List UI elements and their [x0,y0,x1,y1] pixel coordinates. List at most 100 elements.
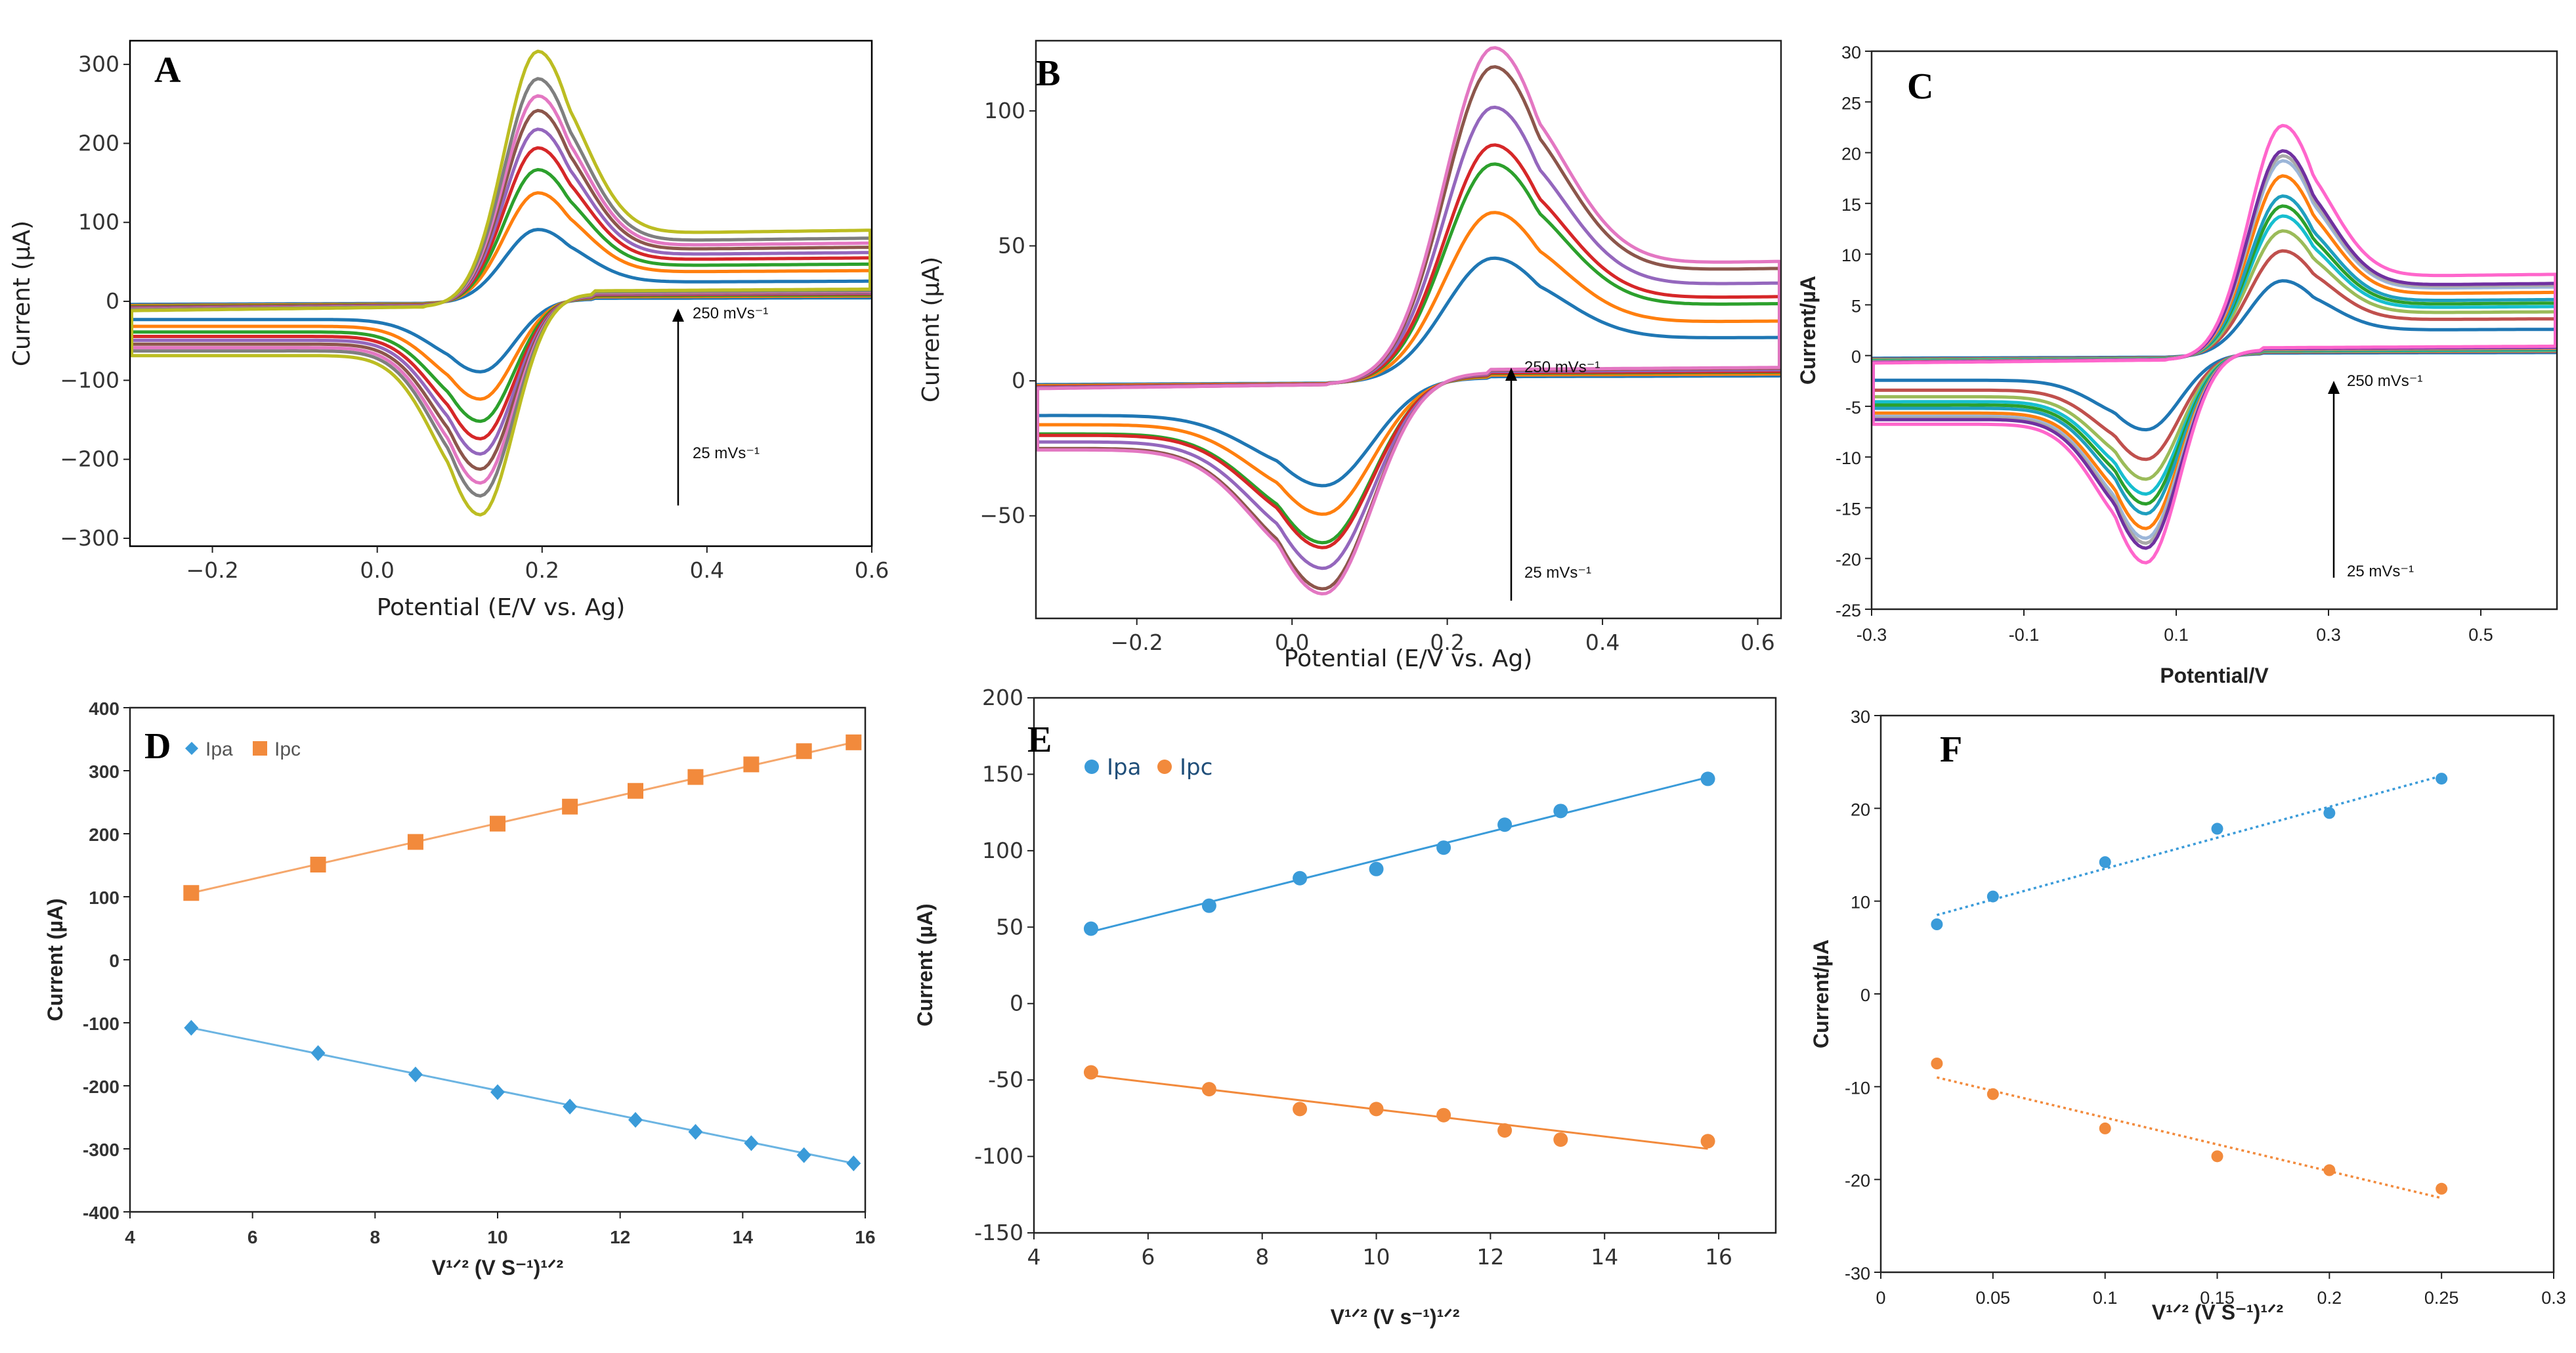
y-tick-label: 50 [998,233,1025,259]
x-tick-label: −0.2 [186,557,238,583]
x-tick-label: 16 [855,1227,875,1247]
y-axis-label: Current (µA) [43,898,67,1021]
y-tick-label: 200 [78,130,119,156]
arrow-head-icon [2328,381,2340,394]
data-point-ipa [2323,807,2336,819]
cv-curve [1872,214,2557,496]
x-tick-label: 0.2 [2317,1288,2342,1308]
data-point-ipc [407,834,423,850]
data-point-ipa [408,1066,423,1083]
cv-curve [1872,229,2557,481]
x-tick-label: 0.6 [1740,630,1774,655]
y-tick-label: -50 [988,1067,1023,1092]
arrow-head-icon [1505,368,1517,381]
data-point-ipa [1436,840,1451,855]
legend-marker-ipa [185,742,198,755]
x-tick-label: 10 [487,1227,507,1247]
legend-label-ipa: Ipa [1107,754,1141,781]
x-axis-label: V¹ᐟ² (V S⁻¹)¹ᐟ² [2152,1300,2283,1324]
data-point-ipa [1369,861,1384,876]
legend-label-ipa: Ipa [205,739,233,760]
legend-marker-ipa [1084,760,1099,774]
y-axis-label: Current/µA [1796,276,1820,385]
data-point-ipc [1931,1058,1943,1069]
data-point-ipa [184,1020,199,1036]
data-point-ipc [183,885,200,901]
y-axis-label: Current (µA) [9,221,35,366]
plot-frame [129,706,867,1213]
y-tick-label: -10 [1835,448,1861,468]
plot-frame [129,39,873,548]
annotation-top: 250 mVs⁻¹ [1524,358,1600,376]
x-tick-label: 0.4 [1585,630,1620,655]
legend-label-ipc: Ipc [1180,754,1213,781]
cv-curve [1872,204,2557,506]
y-tick-label: −100 [60,367,119,393]
annotation-bottom: 25 mVs⁻¹ [1524,564,1591,582]
plot-frame [1033,697,1777,1234]
y-tick-label: 10 [1841,246,1861,265]
x-axis-label: Potential (E/V vs. Ag) [377,594,626,621]
cv-curve [1872,249,2557,462]
data-point-ipa [2436,773,2448,785]
y-tick-label: 15 [1841,195,1861,215]
x-tick-label: 14 [733,1227,754,1247]
y-tick-label: 0 [106,288,119,314]
cv-curve [130,49,872,517]
y-tick-label: 0 [1012,368,1025,393]
annotation-top: 250 mVs⁻¹ [2347,372,2422,390]
x-axis-label: V¹ᐟ² (V s⁻¹)¹ᐟ² [1331,1305,1460,1329]
x-tick-label: 0.0 [1275,630,1309,655]
x-tick-label: 0.25 [2424,1288,2459,1308]
chart-panel-f: 0 0.05 0.1 0.15 0.2 0.25 0.3 -30 -20 -10 0 10 20 30 V¹… [1809,707,2566,1324]
data-point-ipc [628,783,643,799]
y-tick-label: 20 [1851,800,1870,819]
x-tick-label: 0 [1876,1288,1885,1308]
x-tick-label: 14 [1591,1244,1618,1270]
y-tick-label: -10 [1845,1078,1870,1098]
y-tick-label: -300 [83,1140,119,1160]
x-tick-label: 10 [1363,1244,1390,1270]
x-tick-label: -0.3 [1857,625,1887,645]
x-tick-label: -0.1 [2009,625,2040,645]
y-tick-label: -20 [1845,1171,1870,1191]
y-axis-label: Current (µA) [918,257,945,402]
x-tick-label: 0.2 [1430,630,1464,655]
data-point-ipc [1369,1102,1384,1117]
y-tick-label: 0 [1010,991,1023,1016]
x-axis-label: V¹ᐟ² (V S⁻¹)¹ᐟ² [432,1256,563,1279]
y-tick-label: 200 [982,685,1023,710]
plot-frame [1870,50,2558,611]
x-tick-label: 0.6 [855,557,889,583]
y-tick-label: -20 [1835,550,1861,570]
y-tick-label: 200 [89,825,119,845]
data-point-ipa [1497,817,1513,832]
chart-panel-a: 250 mVs⁻¹ 25 mVs⁻¹ −0.2 0.0 0.2 0.4 0.6 −300 −20… [9,39,889,621]
annotation-bottom: 25 mVs⁻¹ [2347,563,2414,580]
cv-curves [130,49,872,517]
legend-marker-ipc [1157,760,1172,774]
y-tick-label: -400 [83,1203,119,1223]
x-tick-label: 0.0 [360,557,394,583]
panel-letter: B [1036,53,1060,94]
y-tick-label: 50 [996,914,1023,939]
data-point-ipa [796,1147,811,1163]
data-point-ipa [1700,771,1715,786]
data-point-ipa [1553,804,1568,819]
y-tick-label: 100 [89,888,119,908]
data-point-ipc [1553,1132,1568,1147]
x-tick-label: 6 [247,1227,258,1247]
data-point-ipa [628,1111,643,1128]
y-tick-label: -15 [1835,499,1861,519]
y-axis-label: Current/µA [1809,939,1833,1048]
x-tick-label: 0.1 [2164,625,2189,645]
y-tick-label: 0 [1851,347,1861,367]
data-point-ipc [796,743,812,760]
data-point-ipa [744,1135,759,1151]
x-tick-label: 0.2 [525,557,559,583]
cv-curve [1872,194,2557,516]
data-point-ipa [563,1098,578,1115]
chart-panel-d: Ipa Ipc 4 6 8 10 12 14 16 -400 -300 -200 -100 0 100 200… [43,698,876,1279]
data-point-ipc [310,857,326,873]
